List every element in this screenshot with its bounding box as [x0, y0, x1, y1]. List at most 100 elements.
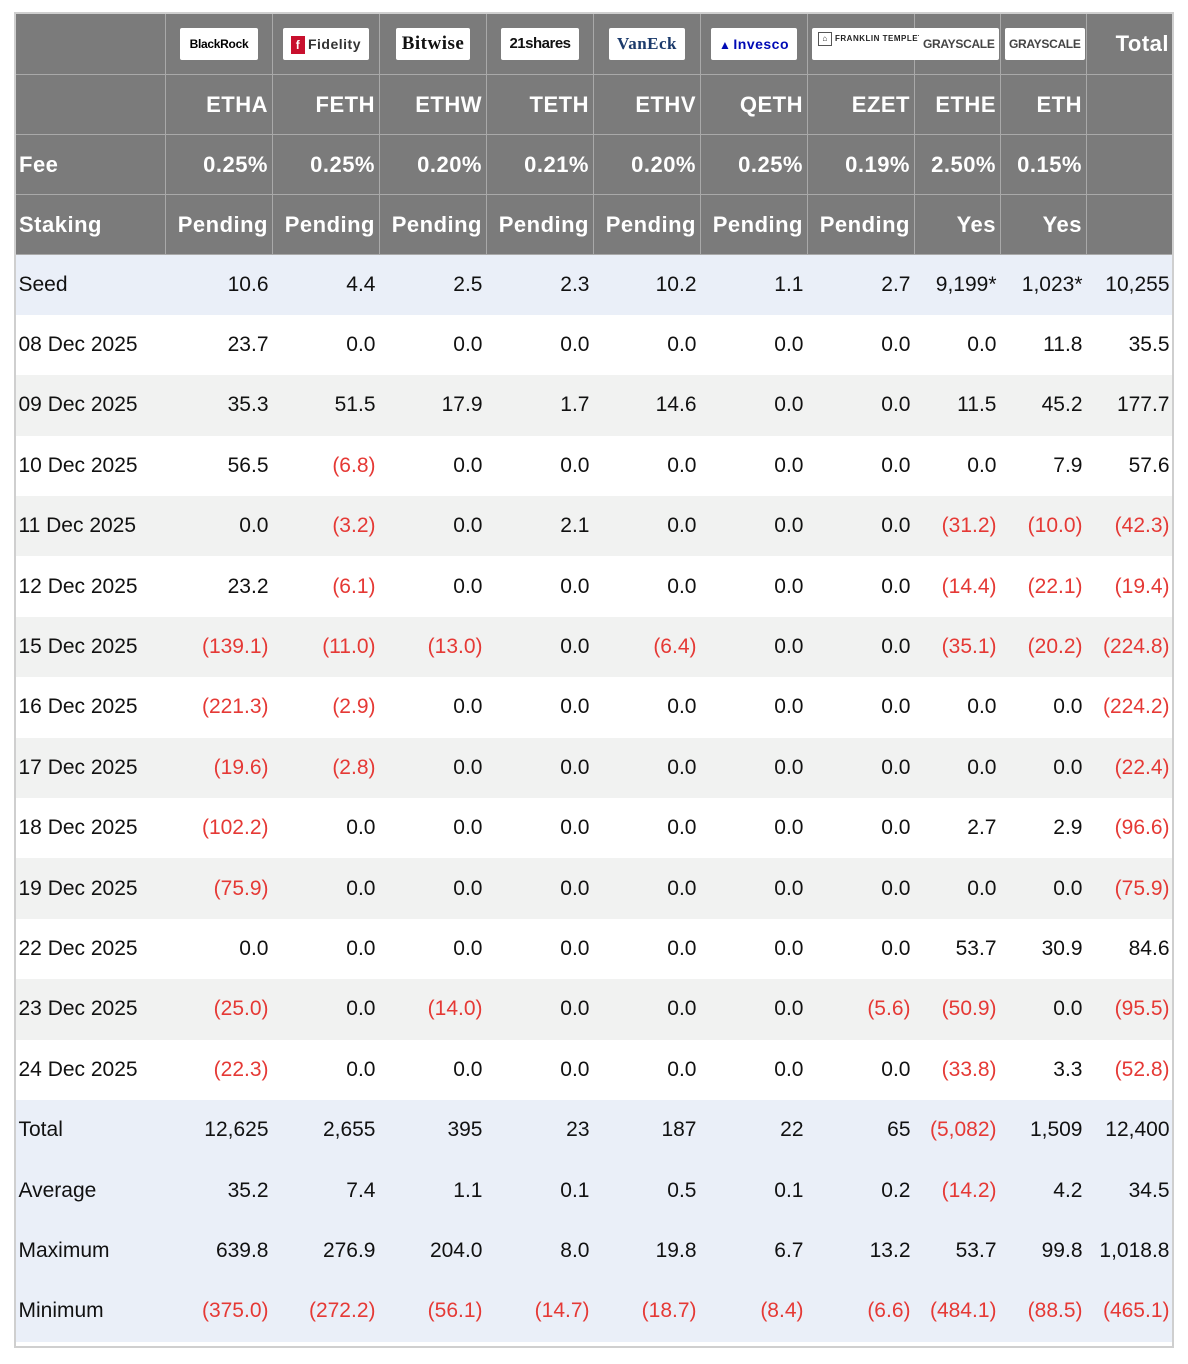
- flow-cell: 0.0: [593, 1039, 701, 1100]
- summary-cell: 395: [379, 1099, 487, 1161]
- summary-cell: 204.0: [379, 1220, 487, 1282]
- ticker-cell: ETHA: [165, 74, 273, 135]
- flow-cell: 0.0: [807, 677, 915, 738]
- staking-row: Staking Pending Pending Pending Pending …: [14, 194, 1174, 255]
- flow-cell: 0.0: [807, 737, 915, 799]
- flow-cell: 0.0: [379, 496, 487, 557]
- flow-cell: (22.1): [1000, 556, 1087, 617]
- table-row: 15 Dec 2025 (139.1) (11.0) (13.0) 0.0 (6.4) 0.…: [14, 616, 1174, 678]
- flow-cell: 23.2: [165, 556, 273, 617]
- flow-cell: 0.0: [486, 1039, 594, 1100]
- flow-cell: 0.0: [807, 556, 915, 617]
- flow-cell: 7.9: [1000, 435, 1087, 497]
- staking-cell: Pending: [379, 194, 487, 255]
- summary-cell: 1,018.8: [1086, 1220, 1174, 1282]
- table-row: 19 Dec 2025 (75.9) 0.0 0.0 0.0 0.0 0.0 0.0 0.0 0.…: [14, 858, 1174, 919]
- fidelity-logo-text: Fidelity: [307, 35, 361, 52]
- summary-cell: (375.0): [165, 1281, 273, 1342]
- flow-cell: 0.0: [807, 918, 915, 980]
- flow-cell: 11.5: [914, 375, 1001, 436]
- summary-cell: 2,655: [272, 1099, 380, 1161]
- flow-cell: 0.0: [486, 314, 594, 376]
- summary-cell: (88.5): [1000, 1281, 1087, 1342]
- flow-cell: 0.0: [379, 435, 487, 497]
- table-row: 23 Dec 2025 (25.0) 0.0 (14.0) 0.0 0.0 0.0 (5.6)…: [14, 979, 1174, 1040]
- flow-cell: (6.8): [272, 435, 380, 497]
- row-total-cell: (224.2): [1086, 677, 1174, 738]
- summary-cell: 8.0: [486, 1220, 594, 1282]
- summary-row: Minimum (375.0) (272.2) (56.1) (14.7) (18.7)(…: [14, 1281, 1174, 1342]
- row-label: Seed: [14, 254, 166, 315]
- flow-cell: 30.9: [1000, 918, 1087, 980]
- flow-cell: 0.0: [1000, 677, 1087, 738]
- flow-cell: 0.0: [486, 616, 594, 678]
- corner-cell: [14, 12, 166, 75]
- flow-cell: 0.0: [1000, 858, 1087, 919]
- fee-cell: 0.20%: [593, 134, 701, 195]
- row-total-cell: (95.5): [1086, 979, 1174, 1040]
- flow-cell: 51.5: [272, 375, 380, 436]
- summary-cell: 12,400: [1086, 1099, 1174, 1161]
- summary-cell: (272.2): [272, 1281, 380, 1342]
- flow-cell: 0.0: [486, 858, 594, 919]
- summary-cell: 187: [593, 1099, 701, 1161]
- flow-cell: 0.0: [593, 737, 701, 799]
- flow-cell: 0.0: [165, 918, 273, 980]
- flow-cell: 2.7: [807, 254, 915, 315]
- flow-cell: (22.3): [165, 1039, 273, 1100]
- summary-cell: 4.2: [1000, 1160, 1087, 1221]
- ticker-cell: [1086, 74, 1174, 135]
- table-row: 09 Dec 2025 35.3 51.5 17.9 1.7 14.6 0.0 0.0 11.5…: [14, 375, 1174, 436]
- summary-cell: 0.5: [593, 1160, 701, 1221]
- row-total-cell: 177.7: [1086, 375, 1174, 436]
- etf-flows-table: BlackRock f Fidelity Bitwise 21shares Van…: [14, 12, 1174, 1342]
- flow-cell: 0.0: [593, 496, 701, 557]
- summary-cell: (14.7): [486, 1281, 594, 1342]
- flow-cell: 2.3: [486, 254, 594, 315]
- blackrock-logo: BlackRock: [179, 27, 259, 60]
- staking-cell: Yes: [914, 194, 1001, 255]
- flow-cell: (19.6): [165, 737, 273, 799]
- row-label: 19 Dec 2025: [14, 858, 166, 919]
- flow-cell: 0.0: [914, 737, 1001, 799]
- flow-cell: (25.0): [165, 979, 273, 1040]
- flow-cell: 0.0: [700, 375, 808, 436]
- row-total-cell: (96.6): [1086, 798, 1174, 859]
- fee-cell: 0.25%: [700, 134, 808, 195]
- flow-cell: 0.0: [1000, 979, 1087, 1040]
- ticker-cell: ETHV: [593, 74, 701, 135]
- summary-label: Total: [14, 1099, 166, 1161]
- issuer-cell: VanEck: [593, 12, 701, 75]
- issuer-cell: Bitwise: [379, 12, 487, 75]
- flow-cell: 0.0: [700, 616, 808, 678]
- summary-footer: Total 12,625 2,655 395 23 187 22 65 (5,082) 1,509…: [14, 1099, 1174, 1342]
- fee-row-label: Fee: [14, 134, 166, 195]
- flow-cell: 0.0: [379, 737, 487, 799]
- summary-row: Maximum 639.8 276.9 204.0 8.0 19.8 6.7 13.2 53.7…: [14, 1220, 1174, 1282]
- table-row: 10 Dec 2025 56.5 (6.8) 0.0 0.0 0.0 0.0 0.0 0.0 7.…: [14, 435, 1174, 497]
- summary-row: Total 12,625 2,655 395 23 187 22 65 (5,082) 1,509…: [14, 1099, 1174, 1161]
- flow-cell: 1,023*: [1000, 254, 1087, 315]
- flow-cell: 0.0: [700, 314, 808, 376]
- seed-row: Seed 10.6 4.4 2.5 2.3 10.2 1.1 2.7 9,199* 1,023* 1…: [14, 254, 1174, 315]
- ticker-cell: ETHW: [379, 74, 487, 135]
- row-label: 09 Dec 2025: [14, 375, 166, 436]
- ticker-cell: FETH: [272, 74, 380, 135]
- fidelity-logo: f Fidelity: [282, 27, 369, 60]
- summary-cell: 23: [486, 1099, 594, 1161]
- flow-cell: (6.1): [272, 556, 380, 617]
- staking-cell: Pending: [700, 194, 808, 255]
- flow-cell: 0.0: [807, 375, 915, 436]
- flow-cell: 0.0: [807, 616, 915, 678]
- flow-cell: (10.0): [1000, 496, 1087, 557]
- flow-cell: 0.0: [807, 496, 915, 557]
- summary-cell: 35.2: [165, 1160, 273, 1221]
- row-label: 24 Dec 2025: [14, 1039, 166, 1100]
- summary-cell: 1.1: [379, 1160, 487, 1221]
- flow-cell: 2.5: [379, 254, 487, 315]
- ticker-cell: ETH: [1000, 74, 1087, 135]
- row-total-cell: (42.3): [1086, 496, 1174, 557]
- staking-cell: Yes: [1000, 194, 1087, 255]
- invesco-logo-text: Invesco: [733, 35, 790, 52]
- flow-cell: (139.1): [165, 616, 273, 678]
